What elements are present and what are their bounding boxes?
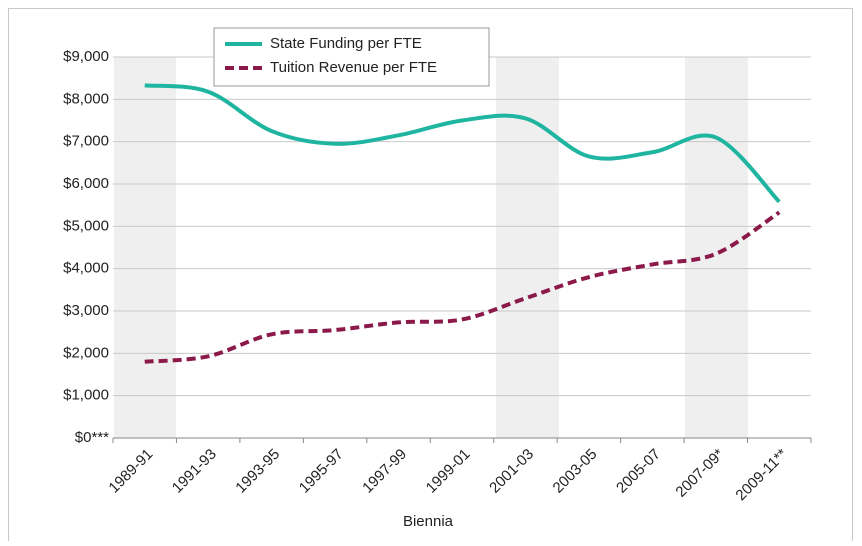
x-tick-label: 1991-93	[169, 446, 220, 497]
y-tick-label: $7,000	[63, 133, 109, 150]
y-tick-label: $2,000	[63, 344, 109, 361]
x-tick-label: 2005-07	[613, 446, 664, 497]
y-tick-label: $4,000	[63, 260, 109, 277]
x-tick-label: 1993-95	[232, 446, 283, 497]
series-line	[144, 210, 781, 364]
x-tick-label: 1989-91	[105, 446, 156, 497]
y-tick-label: $1,000	[63, 387, 109, 404]
y-tick-label: $5,000	[63, 217, 109, 234]
x-tick-label: 1995-97	[296, 446, 347, 497]
x-axis-title: Biennia	[403, 513, 454, 530]
y-tick-label: $9,000	[63, 48, 109, 65]
x-tick-label: 2003-05	[550, 446, 601, 497]
x-tick-label: 1997-99	[359, 446, 410, 497]
x-tick-label: 2009-11**	[732, 446, 791, 505]
x-tick-label: 1999-01	[423, 446, 474, 497]
shaded-band	[114, 57, 176, 438]
legend-label: State Funding per FTE	[270, 35, 422, 52]
y-tick-label: $0***	[75, 429, 109, 446]
chart-frame	[8, 8, 853, 546]
x-tick-label: 2007-09*	[672, 446, 727, 501]
legend-label: Tuition Revenue per FTE	[270, 59, 437, 76]
series-line	[144, 83, 781, 204]
shaded-band	[685, 57, 748, 438]
x-tick-label: 2001-03	[486, 446, 537, 497]
y-tick-label: $3,000	[63, 302, 109, 319]
legend-box	[213, 27, 490, 87]
y-tick-label: $8,000	[63, 90, 109, 107]
y-tick-label: $6,000	[63, 175, 109, 192]
